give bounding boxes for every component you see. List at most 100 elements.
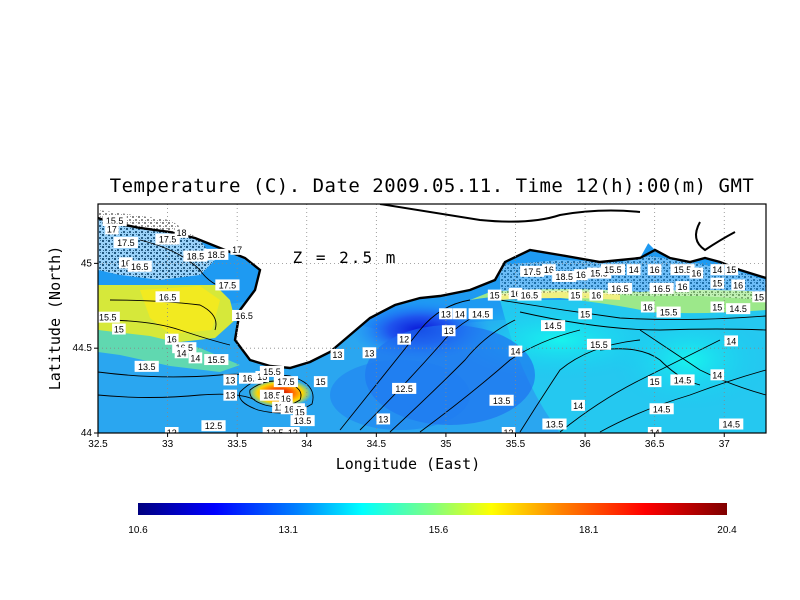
contour-label: 13 xyxy=(330,348,345,360)
contour-label: 13 xyxy=(223,374,238,386)
contour-label: 15.5 xyxy=(259,365,285,377)
contour-label: 15 xyxy=(487,289,502,301)
contour-label-bg xyxy=(517,289,542,301)
land-taman xyxy=(620,204,766,278)
contour-line xyxy=(99,319,231,346)
contour-line xyxy=(389,319,516,433)
contour-label-bg xyxy=(313,376,328,388)
y-tick-label: 45 xyxy=(81,258,93,269)
contour-label: 13 xyxy=(164,427,179,433)
contour-label-value: 16.5 xyxy=(131,262,149,272)
contour-label-value: 15.5 xyxy=(660,308,678,318)
contour-label-value: 17.5 xyxy=(277,377,295,387)
contour-label-bg xyxy=(607,282,632,294)
contour-label-bg xyxy=(215,279,240,291)
contour-line xyxy=(639,329,766,396)
contour-label-bg xyxy=(552,270,577,282)
contour-label: 15.5 xyxy=(656,306,681,318)
plot-frame xyxy=(97,203,767,434)
contour-label: 13 xyxy=(286,427,300,433)
contour-label-value: 16.5 xyxy=(159,292,177,302)
contour-label-value: 13.5 xyxy=(546,420,564,430)
contour-label-bg xyxy=(752,291,766,303)
contour-label: 12 xyxy=(397,333,411,345)
kerch-coast-path xyxy=(695,221,736,252)
contour-label-bg xyxy=(204,248,229,260)
contour-line xyxy=(419,329,581,433)
contour-label: 16 xyxy=(279,393,293,405)
contour-label-value: 12.5 xyxy=(205,421,223,431)
contour-label-value: 17.5 xyxy=(523,267,541,277)
contour-label-value: 16 xyxy=(733,280,743,290)
contour-label: 16 xyxy=(574,269,588,281)
contour-label-value: 12 xyxy=(399,335,409,345)
contour-label: 15 xyxy=(752,291,766,303)
contour-label: 15 xyxy=(313,376,328,388)
contour-label-value: 18.5 xyxy=(187,252,205,262)
contour-label-bg xyxy=(487,289,502,301)
contour-label-value: 17.5 xyxy=(117,238,135,248)
x-tick-label: 35 xyxy=(440,439,452,450)
contour-label-value: 15.5 xyxy=(604,265,622,275)
contour-label-bg xyxy=(647,376,662,388)
contour-label: 14 xyxy=(626,264,641,276)
contour-label-bg xyxy=(286,427,300,433)
contour-label: 15 xyxy=(724,264,739,276)
contour-label: 15 xyxy=(568,289,583,301)
contour-label-bg xyxy=(586,338,612,350)
contour-label-value: 16 xyxy=(281,394,291,404)
contour-label: 14 xyxy=(508,345,523,357)
contour-label-bg xyxy=(259,389,285,401)
x-tick-label: 33 xyxy=(162,439,174,450)
land-crimea xyxy=(98,204,766,368)
contour-line xyxy=(109,299,217,331)
contour-line xyxy=(599,369,766,433)
contour-label: 12.5 xyxy=(392,382,417,394)
contour-label: 15.5 xyxy=(98,311,120,323)
contour-label-bg xyxy=(188,352,203,364)
contour-label: 17 xyxy=(230,243,244,255)
contour-label: 13.5 xyxy=(134,360,159,372)
contour-label: 16.5 xyxy=(127,260,152,272)
contour-label-bg xyxy=(568,289,583,301)
contour-label-bg xyxy=(155,233,180,245)
contour-label-bg xyxy=(489,394,514,406)
contour-label-bg xyxy=(647,264,662,276)
contour-label-bg xyxy=(589,289,604,301)
contour-label-bg xyxy=(362,347,377,359)
contour-label-value: 14.5 xyxy=(544,321,562,331)
contour-label: 13.5 xyxy=(489,394,514,406)
contour-label-value: 15.5 xyxy=(590,340,608,350)
contour-label-bg xyxy=(183,250,208,262)
contour-label-value: 13 xyxy=(441,309,451,319)
contour-label: 14 xyxy=(571,399,585,411)
contour-label-value: 12.5 xyxy=(266,428,284,438)
x-tick-label: 32.5 xyxy=(88,439,108,450)
contour-label: 13 xyxy=(501,427,516,433)
contour-label-bg xyxy=(102,214,127,226)
contour-label: 16 xyxy=(689,267,704,279)
contour-label-value: 15 xyxy=(114,325,124,335)
contour-label: 13 xyxy=(362,347,377,359)
contour-label: 16.5 xyxy=(232,309,257,321)
contour-label-value: 16.5 xyxy=(284,404,302,414)
contour-label-bg xyxy=(710,264,725,276)
contour-label: 16 xyxy=(542,264,556,276)
contour-label-value: 14 xyxy=(712,370,722,380)
contour-label-bg xyxy=(689,267,704,279)
contour-label-bg xyxy=(174,347,189,359)
contour-label-bg xyxy=(542,418,567,430)
contour-label-bg xyxy=(155,291,180,303)
contour-label-value: 16 xyxy=(121,258,131,268)
contour-label: 13.5 xyxy=(290,415,315,427)
contour-label: 16 xyxy=(119,257,133,269)
contour-label-value: 16 xyxy=(650,265,660,275)
contour-label: 14.5 xyxy=(649,403,674,415)
depth-label: Z = 2.5 m xyxy=(293,248,398,267)
contour-label: 16.5 xyxy=(649,282,674,294)
contour-label-bg xyxy=(719,418,744,430)
contour-label-value: 15 xyxy=(570,291,580,301)
contour-label-value: 13 xyxy=(444,326,454,336)
contour-label-bg xyxy=(649,403,674,415)
